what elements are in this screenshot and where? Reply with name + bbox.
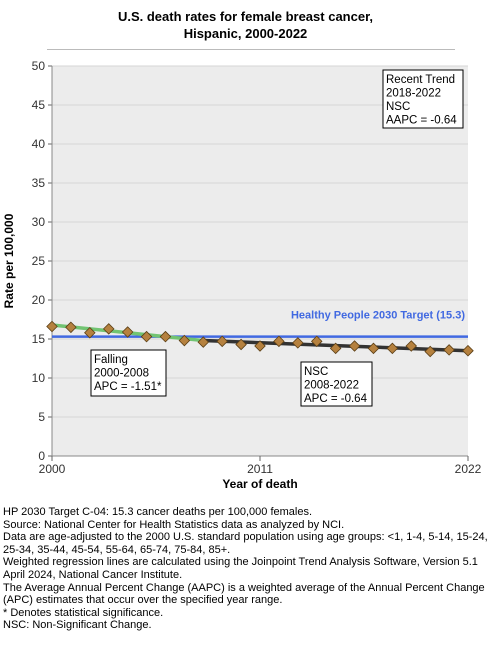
x-axis-label: Year of death: [222, 477, 297, 491]
x-tick-label: 2011: [247, 462, 273, 476]
x-tick-label: 2022: [455, 462, 482, 476]
footnotes: HP 2030 Target C-04: 15.3 cancer deaths …: [3, 506, 489, 632]
x-tick-label: 2000: [39, 462, 66, 476]
footnote: Source: National Center for Health Stati…: [3, 518, 345, 531]
data-point: [254, 340, 266, 352]
y-tick-label: 20: [32, 293, 46, 307]
annotation-text: AAPC = -0.64: [386, 115, 457, 127]
footnote: HP 2030 Target C-04: 15.3 cancer deaths …: [3, 506, 313, 518]
title-divider: [47, 49, 455, 50]
chart-subtitle: Hispanic, 2000-2022: [183, 26, 308, 41]
data-point: [46, 320, 58, 333]
y-tick-label: 5: [38, 410, 45, 424]
data-point: [367, 342, 380, 355]
y-tick-label: 40: [32, 137, 46, 151]
annotation-text: NSC: [386, 101, 410, 113]
data-point: [329, 342, 342, 355]
footnote: Data are age-adjusted to the 2000 U.S. s…: [3, 531, 488, 556]
data-point: [235, 338, 247, 351]
annotation-frame: [300, 361, 373, 407]
y-tick-label: 15: [32, 332, 46, 346]
annotation-text: 2000-2008: [94, 368, 149, 380]
annotation-text: 2018-2022: [386, 88, 441, 100]
annotation-frame: [90, 349, 167, 397]
data-point: [292, 337, 304, 349]
annotation-text: 2008-2022: [304, 380, 359, 392]
data-point: [84, 326, 96, 339]
data-point: [273, 335, 285, 348]
annotation-frame: [382, 69, 464, 129]
annotation-text: APC = -1.51*: [94, 381, 162, 393]
chart: 0 5 10 15 20 25 30 35 40 45 50 2000 2011 2022 Year of …: [2, 59, 482, 491]
y-tick-label: 0: [38, 449, 45, 463]
y-tick-label: 45: [32, 98, 46, 112]
data-point: [159, 330, 172, 343]
y-tick-label: 35: [32, 176, 46, 190]
y-tick-label: 10: [32, 371, 46, 385]
data-point: [178, 334, 191, 347]
data-point: [65, 321, 77, 334]
data-point: [140, 330, 153, 343]
plot-area: 0 5 10 15 20 25 30 35 40 45 50 2000 2011 2022 Year of …: [2, 59, 482, 491]
data-point: [424, 345, 436, 358]
annotation-text: Falling: [94, 354, 128, 366]
chart-title: U.S. death rates for female breast cance…: [117, 9, 374, 24]
annotation-text: Recent Trend: [386, 74, 455, 86]
chart-title-block: U.S. death rates for female breast cance…: [0, 8, 491, 42]
annotation-text: APC = -0.64: [304, 393, 368, 405]
data-point: [121, 326, 134, 338]
footnote: The Average Annual Percent Change (AAPC)…: [3, 581, 485, 607]
y-tick-label: 30: [32, 215, 46, 229]
annotation-text: NSC: [304, 366, 328, 378]
target-label: Healthy People 2030 Target (15.3): [291, 310, 465, 322]
data-point: [443, 344, 455, 356]
footnote: Weighted regression lines are calculated…: [3, 556, 478, 581]
data-point: [102, 323, 115, 335]
y-axis-label: Rate per 100,000: [2, 213, 16, 308]
y-tick-label: 50: [32, 59, 46, 73]
data-point: [348, 340, 361, 352]
data-point: [386, 342, 399, 355]
data-point: [216, 335, 228, 348]
data-point: [462, 344, 474, 357]
data-point: [405, 340, 418, 352]
footnote: NSC: Non-Significant Change.: [3, 619, 152, 632]
data-point: [310, 335, 323, 348]
footnote: * Denotes statistical significance.: [3, 606, 164, 619]
data-point: [197, 336, 210, 348]
y-tick-label: 25: [32, 254, 46, 268]
